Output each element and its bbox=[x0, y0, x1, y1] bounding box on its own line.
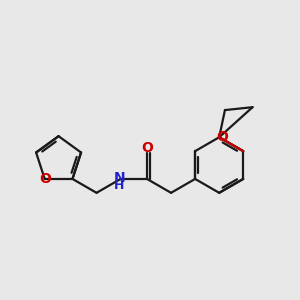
Text: O: O bbox=[141, 141, 153, 155]
Text: H: H bbox=[114, 179, 124, 192]
Text: N: N bbox=[113, 170, 125, 184]
Text: O: O bbox=[217, 130, 228, 144]
Text: O: O bbox=[39, 172, 51, 186]
